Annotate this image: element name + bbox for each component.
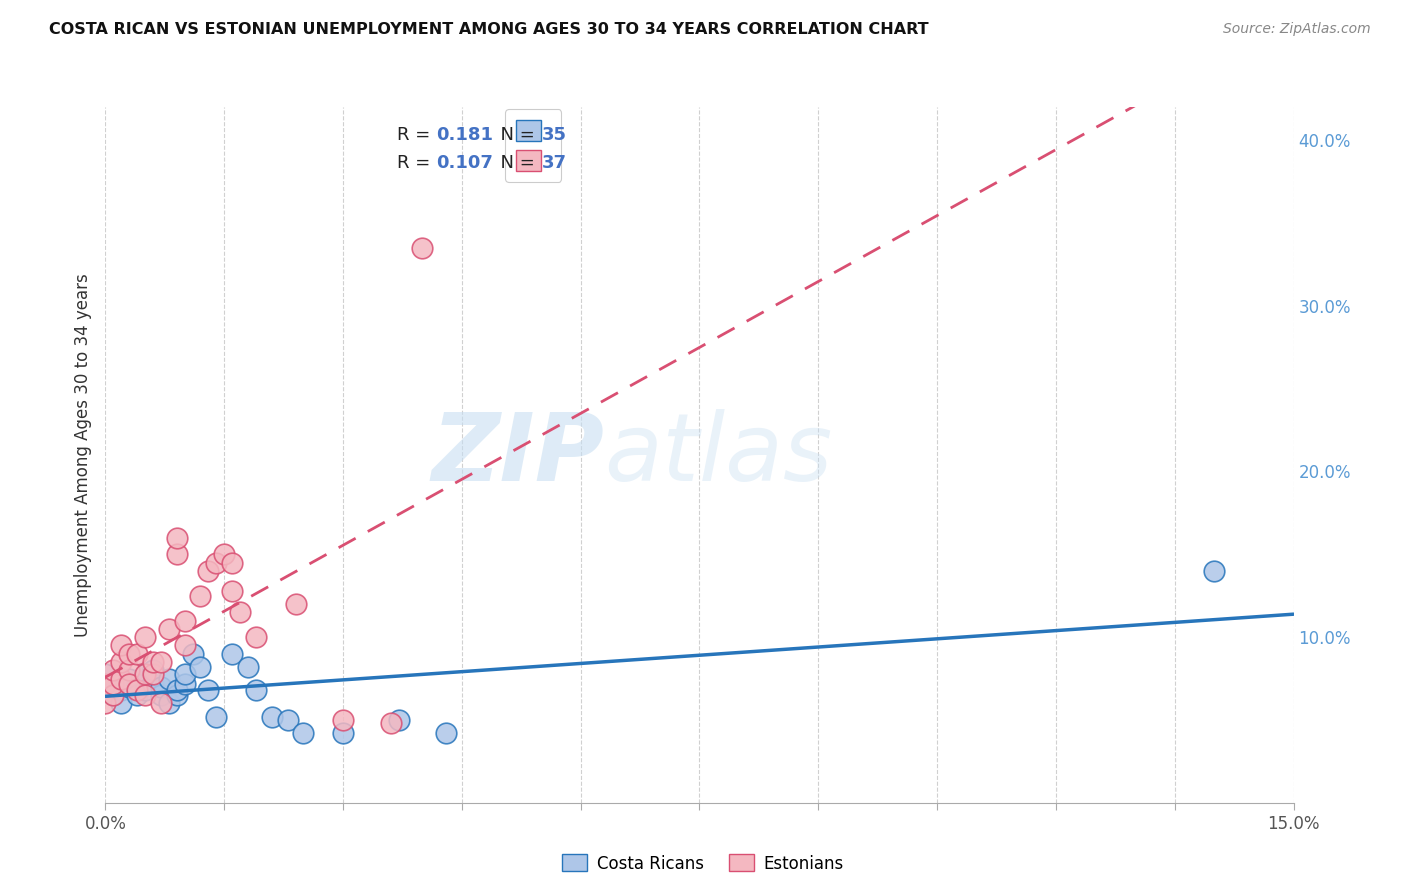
- Point: [142, 676, 165, 690]
- Point: [166, 547, 188, 561]
- Point: [434, 726, 457, 740]
- Point: [229, 605, 252, 619]
- Point: [94, 676, 117, 690]
- Point: [94, 666, 117, 681]
- Point: [118, 663, 141, 677]
- Point: [332, 726, 354, 740]
- Point: [173, 666, 195, 681]
- Text: N =: N =: [489, 126, 541, 144]
- Point: [1204, 564, 1226, 578]
- Text: atlas: atlas: [605, 409, 832, 500]
- Point: [190, 660, 212, 674]
- Point: [142, 663, 165, 677]
- Point: [284, 597, 307, 611]
- Point: [103, 663, 125, 677]
- Point: [127, 647, 149, 661]
- Point: [134, 666, 156, 681]
- Point: [277, 713, 299, 727]
- Point: [110, 655, 132, 669]
- Point: [190, 589, 212, 603]
- Text: R =: R =: [396, 153, 436, 171]
- Point: [103, 676, 125, 690]
- Point: [221, 556, 243, 570]
- Point: [380, 716, 402, 731]
- Point: [173, 639, 195, 653]
- Point: [166, 688, 188, 702]
- Text: 37: 37: [541, 153, 567, 171]
- Point: [118, 676, 141, 690]
- Point: [94, 697, 117, 711]
- Text: ZIP: ZIP: [432, 409, 605, 501]
- Point: [181, 647, 204, 661]
- Point: [103, 688, 125, 702]
- Point: [118, 672, 141, 686]
- Point: [197, 683, 219, 698]
- Point: [134, 683, 156, 698]
- Point: [245, 630, 267, 644]
- Point: [110, 639, 132, 653]
- Point: [142, 655, 165, 669]
- Point: [411, 241, 433, 255]
- Text: R =: R =: [396, 126, 436, 144]
- Text: 35: 35: [541, 126, 567, 144]
- Point: [118, 647, 141, 661]
- Point: [387, 713, 409, 727]
- Point: [157, 672, 180, 686]
- Point: [127, 688, 149, 702]
- Point: [110, 672, 132, 686]
- Text: 0.181: 0.181: [436, 126, 492, 144]
- Point: [157, 697, 180, 711]
- Point: [103, 688, 125, 702]
- Legend: Costa Ricans, Estonians: Costa Ricans, Estonians: [555, 847, 851, 880]
- Point: [332, 713, 354, 727]
- Point: [110, 683, 132, 698]
- Point: [142, 666, 165, 681]
- Point: [221, 647, 243, 661]
- Point: [205, 556, 228, 570]
- Point: [103, 676, 125, 690]
- Point: [127, 683, 149, 698]
- Legend: , : ,: [505, 109, 561, 181]
- Point: [214, 547, 236, 561]
- Text: N =: N =: [489, 153, 541, 171]
- Point: [157, 622, 180, 636]
- Point: [245, 683, 267, 698]
- Point: [236, 660, 259, 674]
- Point: [127, 676, 149, 690]
- Point: [197, 564, 219, 578]
- Point: [149, 680, 172, 694]
- Point: [292, 726, 315, 740]
- Point: [260, 709, 283, 723]
- Text: 0.107: 0.107: [436, 153, 492, 171]
- Text: Source: ZipAtlas.com: Source: ZipAtlas.com: [1223, 22, 1371, 37]
- Point: [166, 531, 188, 545]
- Point: [149, 688, 172, 702]
- Point: [149, 655, 172, 669]
- Point: [118, 680, 141, 694]
- Point: [149, 697, 172, 711]
- Point: [110, 697, 132, 711]
- Point: [173, 614, 195, 628]
- Point: [205, 709, 228, 723]
- Point: [134, 630, 156, 644]
- Point: [134, 688, 156, 702]
- Point: [221, 583, 243, 598]
- Y-axis label: Unemployment Among Ages 30 to 34 years: Unemployment Among Ages 30 to 34 years: [73, 273, 91, 637]
- Text: COSTA RICAN VS ESTONIAN UNEMPLOYMENT AMONG AGES 30 TO 34 YEARS CORRELATION CHART: COSTA RICAN VS ESTONIAN UNEMPLOYMENT AMO…: [49, 22, 929, 37]
- Point: [166, 683, 188, 698]
- Point: [173, 676, 195, 690]
- Point: [134, 666, 156, 681]
